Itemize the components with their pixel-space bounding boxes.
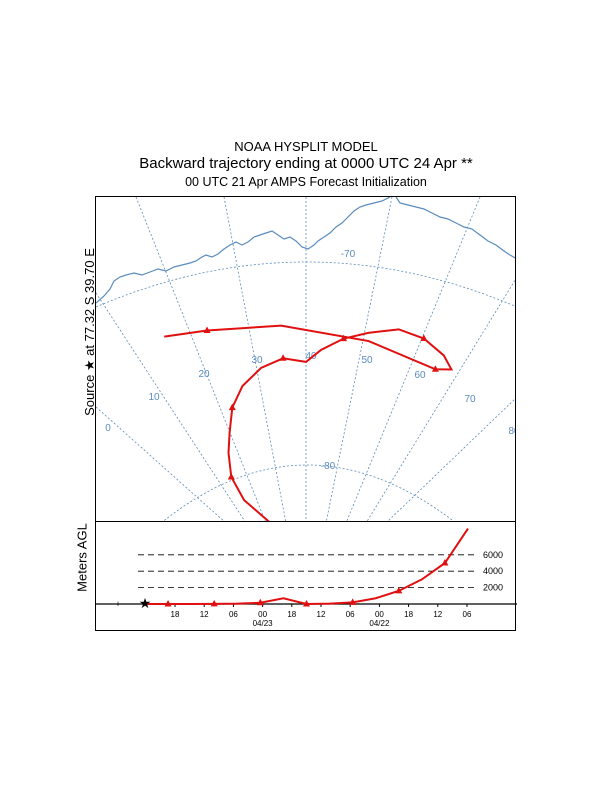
time-tick-label: 06 — [463, 610, 472, 619]
grid-label-lon-50: 50 — [361, 355, 373, 366]
time-tick-label: 06 — [229, 610, 238, 619]
height-marker — [303, 600, 310, 607]
trajectory-marker — [279, 354, 287, 361]
height-profile-path — [145, 528, 469, 606]
time-tick-label: 12 — [200, 610, 209, 619]
initialization-subtitle: 00 UTC 21 Apr AMPS Forecast Initializati… — [185, 175, 427, 189]
time-tick-label: 18 — [404, 610, 413, 619]
time-tick-label: 18 — [287, 610, 296, 619]
trajectory-marker — [340, 334, 348, 342]
height-profile-svg: 6000 4000 2000 18 12 06 00 18 12 06 00 18 12 06 04/23… — [96, 528, 517, 628]
trajectory-marker — [227, 472, 235, 480]
height-marker — [164, 600, 172, 607]
reference-label-6000: 6000 — [483, 550, 503, 560]
time-tick-label: 00 — [375, 610, 384, 619]
height-source-star-marker: ★ — [139, 595, 152, 611]
model-title: NOAA HYSPLIT MODEL — [234, 139, 378, 154]
trajectory-map-svg: -70-8001020304050607080 ★ — [96, 197, 516, 521]
grid-label-lat-80: -80 — [321, 461, 336, 472]
height-marker — [395, 586, 403, 594]
height-axis-label: Meters AGL — [74, 523, 90, 592]
grid-label-lat-70: -70 — [341, 249, 356, 260]
time-tick-label: 06 — [346, 610, 355, 619]
date-label: 04/22 — [369, 619, 390, 628]
height-marker — [256, 598, 264, 606]
grid-label-lon-10: 10 — [148, 392, 160, 403]
date-label: 04/23 — [253, 619, 274, 628]
time-tick-label: 00 — [258, 610, 267, 619]
height-marker — [210, 599, 218, 607]
latitude-circle-80 — [162, 464, 454, 521]
height-marker — [441, 559, 449, 566]
reference-label-4000: 4000 — [483, 566, 503, 576]
trajectory-marker — [431, 365, 439, 372]
grid-label-lon-30: 30 — [251, 355, 263, 366]
trajectory-path — [164, 324, 454, 521]
height-start-marker: + — [115, 599, 120, 609]
height-profile-panel: 6000 4000 2000 18 12 06 00 18 12 06 00 18 12 06 04/23… — [95, 521, 517, 631]
grid-label-lon-70: 70 — [464, 394, 476, 405]
trajectory-map: -70-8001020304050607080 ★ — [95, 196, 516, 522]
trajectory-marker — [203, 326, 211, 333]
trajectory-marker — [228, 403, 236, 411]
time-tick-label: 18 — [171, 610, 180, 619]
reference-label-2000: 2000 — [483, 583, 503, 593]
time-tick-label: 12 — [317, 610, 326, 619]
grid-label-lon-0: 0 — [105, 423, 111, 434]
trajectory-title: Backward trajectory ending at 0000 UTC 2… — [139, 155, 473, 172]
grid-label-lon-20: 20 — [198, 369, 210, 380]
grid-label-lon-80: 80 — [508, 426, 516, 437]
coastline — [96, 197, 515, 304]
height-marker — [349, 598, 357, 605]
grid-label-lon-60: 60 — [414, 370, 426, 381]
trajectory-marker — [420, 334, 428, 342]
time-tick-label: 12 — [433, 610, 442, 619]
